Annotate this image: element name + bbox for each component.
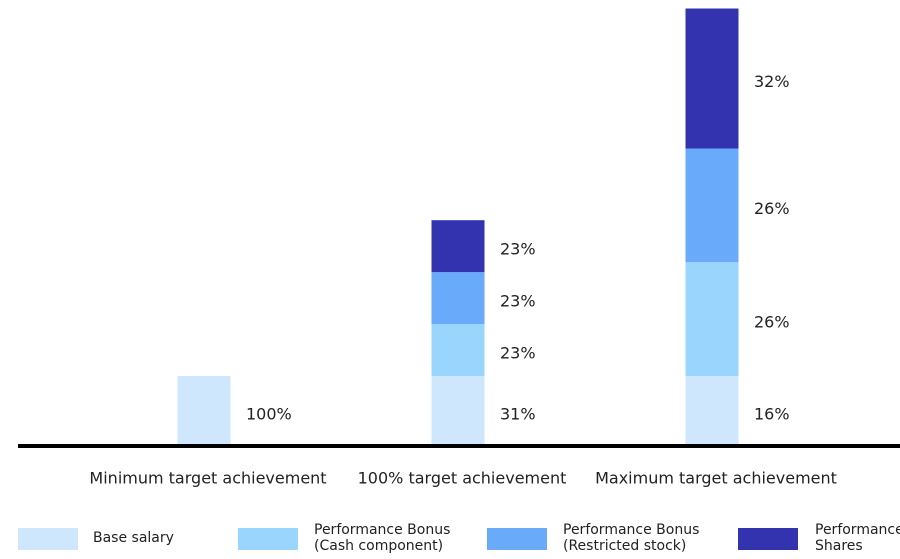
x-tick-label: 100% target achievement xyxy=(358,469,567,488)
value-label: 32% xyxy=(754,72,790,91)
x-tick-label: Maximum target achievement xyxy=(595,469,837,488)
legend-item: Performance Bonus (Restricted stock) xyxy=(563,522,700,554)
bar-segment xyxy=(685,262,739,376)
legend-swatch xyxy=(738,528,798,550)
legend-label: Base salary xyxy=(93,530,174,546)
value-label: 26% xyxy=(754,199,790,218)
value-label: 16% xyxy=(754,405,790,424)
legend-swatch xyxy=(238,528,298,550)
bar-segment xyxy=(431,324,485,376)
legend-label: Performance Shares xyxy=(815,522,900,554)
value-label: 23% xyxy=(500,344,536,363)
value-label: 26% xyxy=(754,313,790,332)
x-tick-label: Minimum target achievement xyxy=(89,469,326,488)
legend-swatch xyxy=(487,528,547,550)
legend-label: Performance Bonus (Cash component) xyxy=(314,522,451,554)
legend-item: Base salary xyxy=(93,530,174,546)
bar-segment xyxy=(685,376,739,446)
legend-label: Performance Bonus (Restricted stock) xyxy=(563,522,700,554)
value-label: 23% xyxy=(500,292,536,311)
legend-item: Performance Shares xyxy=(815,522,900,554)
legend-item: Performance Bonus (Cash component) xyxy=(314,522,451,554)
bar-segment xyxy=(685,8,739,149)
bar-segment xyxy=(431,220,485,273)
bar-segment xyxy=(431,272,485,325)
bar-segment xyxy=(177,376,231,446)
baseline xyxy=(18,444,900,448)
bar-segment xyxy=(431,376,485,446)
legend-swatch xyxy=(18,528,78,550)
value-label: 23% xyxy=(500,240,536,259)
bar-segment xyxy=(685,148,739,263)
value-label: 100% xyxy=(246,405,292,424)
value-label: 31% xyxy=(500,405,536,424)
